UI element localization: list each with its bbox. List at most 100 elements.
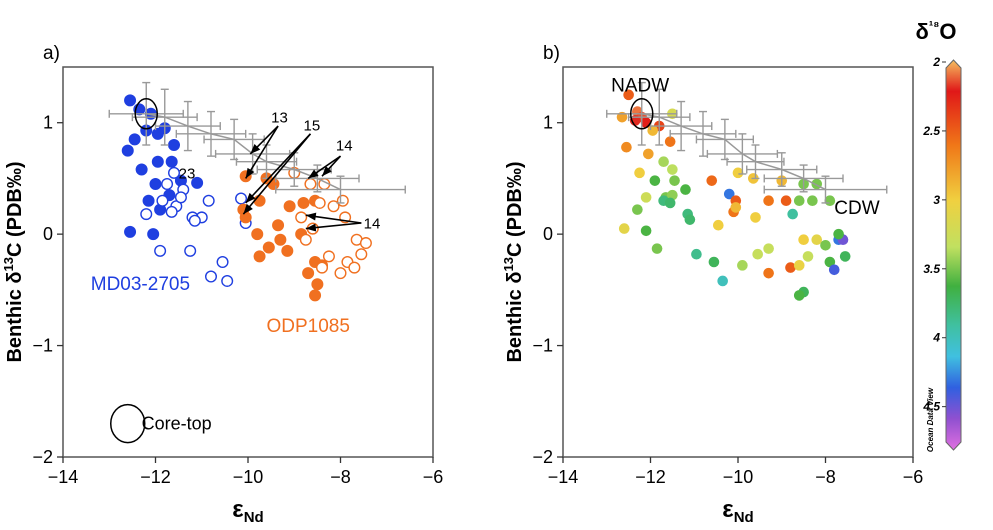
data-point-open bbox=[167, 166, 180, 179]
arrow-head bbox=[245, 167, 255, 179]
data-point bbox=[643, 148, 654, 160]
plot-frame bbox=[562, 66, 914, 458]
data-point bbox=[640, 192, 652, 203]
x-tick-label: −10 bbox=[723, 467, 754, 487]
data-point bbox=[839, 251, 851, 262]
data-point-open bbox=[188, 214, 201, 227]
x-tick-label: −12 bbox=[140, 467, 171, 487]
label-nadw: NADW bbox=[611, 76, 669, 97]
arrow-head bbox=[322, 166, 332, 177]
legend-core-top-label: Core-top bbox=[142, 414, 212, 434]
data-point-open bbox=[316, 261, 329, 274]
data-point-open bbox=[313, 196, 326, 209]
data-point bbox=[708, 256, 720, 268]
data-point-open bbox=[140, 208, 153, 221]
arrow-head bbox=[305, 223, 317, 232]
points-group bbox=[616, 89, 851, 301]
x-axis-label: εNd bbox=[722, 496, 753, 526]
error-bar-series bbox=[108, 81, 406, 204]
x-tick-label: −10 bbox=[233, 467, 264, 487]
data-point bbox=[793, 260, 805, 271]
annotations: 13 15 14 14 23 bbox=[179, 110, 381, 233]
data-point-open bbox=[359, 237, 372, 250]
data-point-open bbox=[235, 192, 248, 205]
y-axis-label: Benthic δ13C (PDB‰) bbox=[1, 161, 26, 362]
data-point-open bbox=[327, 200, 340, 213]
y-tick-label: 1 bbox=[543, 113, 553, 133]
data-point-open bbox=[156, 194, 169, 207]
data-point bbox=[680, 184, 691, 195]
y-tick-label: 1 bbox=[43, 113, 53, 133]
data-point bbox=[649, 175, 661, 186]
annotation-label: 23 bbox=[179, 165, 196, 182]
data-point bbox=[833, 228, 844, 240]
x-tick-label: −8 bbox=[815, 467, 836, 487]
series-label-md03-2705: MD03-2705 bbox=[91, 274, 190, 295]
x-tick-label: −14 bbox=[548, 467, 579, 487]
data-point-open bbox=[165, 205, 178, 218]
data-point-open bbox=[348, 261, 361, 274]
data-point-filled bbox=[302, 267, 315, 280]
data-point bbox=[793, 195, 805, 207]
error-bar-series bbox=[606, 81, 888, 204]
data-point bbox=[618, 223, 630, 234]
data-point-filled bbox=[297, 196, 310, 209]
data-point-open bbox=[154, 244, 167, 257]
mean-line bbox=[146, 113, 341, 191]
annotation-arrow bbox=[242, 133, 312, 215]
data-point-filled bbox=[165, 155, 178, 168]
data-point bbox=[647, 125, 658, 136]
data-point bbox=[750, 212, 761, 223]
data-point-filled bbox=[251, 228, 264, 241]
data-point-open bbox=[221, 274, 234, 287]
data-point bbox=[634, 167, 645, 179]
data-point bbox=[664, 197, 676, 209]
data-point-filled bbox=[253, 250, 266, 263]
x-axis-label: εNd bbox=[232, 496, 263, 526]
data-point bbox=[763, 267, 774, 279]
data-point bbox=[737, 260, 748, 271]
arrow-head bbox=[245, 192, 256, 203]
data-point-filled bbox=[147, 228, 160, 241]
data-point-open bbox=[174, 191, 187, 204]
core-top-ellipse bbox=[630, 98, 654, 130]
data-point bbox=[780, 195, 792, 207]
data-point-filled bbox=[309, 289, 322, 302]
arrow-head bbox=[250, 144, 261, 154]
colorbar-tick-label: 2.5 bbox=[922, 124, 940, 138]
series-label-odp1085: ODP1085 bbox=[267, 316, 350, 337]
data-point-open bbox=[204, 270, 217, 283]
data-point bbox=[785, 262, 796, 273]
data-point-open bbox=[216, 256, 229, 269]
y-tick-label: −2 bbox=[532, 447, 553, 467]
data-point bbox=[811, 234, 823, 246]
y-tick-label: 0 bbox=[543, 224, 553, 244]
data-point-filled bbox=[262, 241, 275, 254]
data-point bbox=[706, 175, 718, 186]
data-point bbox=[632, 204, 643, 215]
data-point bbox=[787, 208, 798, 220]
data-point bbox=[640, 225, 652, 237]
data-point-open bbox=[295, 211, 308, 224]
y-tick-label: 0 bbox=[43, 224, 53, 244]
data-point bbox=[684, 214, 696, 225]
data-point-open bbox=[322, 250, 335, 263]
data-point-open bbox=[299, 233, 312, 246]
data-point bbox=[752, 248, 763, 260]
colorbar-title: δ¹⁸O bbox=[916, 18, 957, 44]
data-point bbox=[723, 188, 735, 200]
data-point bbox=[651, 243, 663, 254]
y-axis-label: Benthic δ13C (PDB‰) bbox=[501, 161, 526, 362]
data-point bbox=[807, 195, 818, 207]
annotation-label: 15 bbox=[304, 118, 321, 135]
data-point-filled bbox=[151, 155, 164, 168]
data-point-filled bbox=[124, 94, 137, 107]
plot-frame bbox=[62, 66, 434, 458]
data-point-open bbox=[355, 248, 368, 261]
colorbar-tick-label: 4.5 bbox=[922, 400, 940, 414]
data-point-filled bbox=[128, 133, 141, 146]
data-point-open bbox=[202, 194, 215, 207]
data-point bbox=[828, 264, 840, 276]
